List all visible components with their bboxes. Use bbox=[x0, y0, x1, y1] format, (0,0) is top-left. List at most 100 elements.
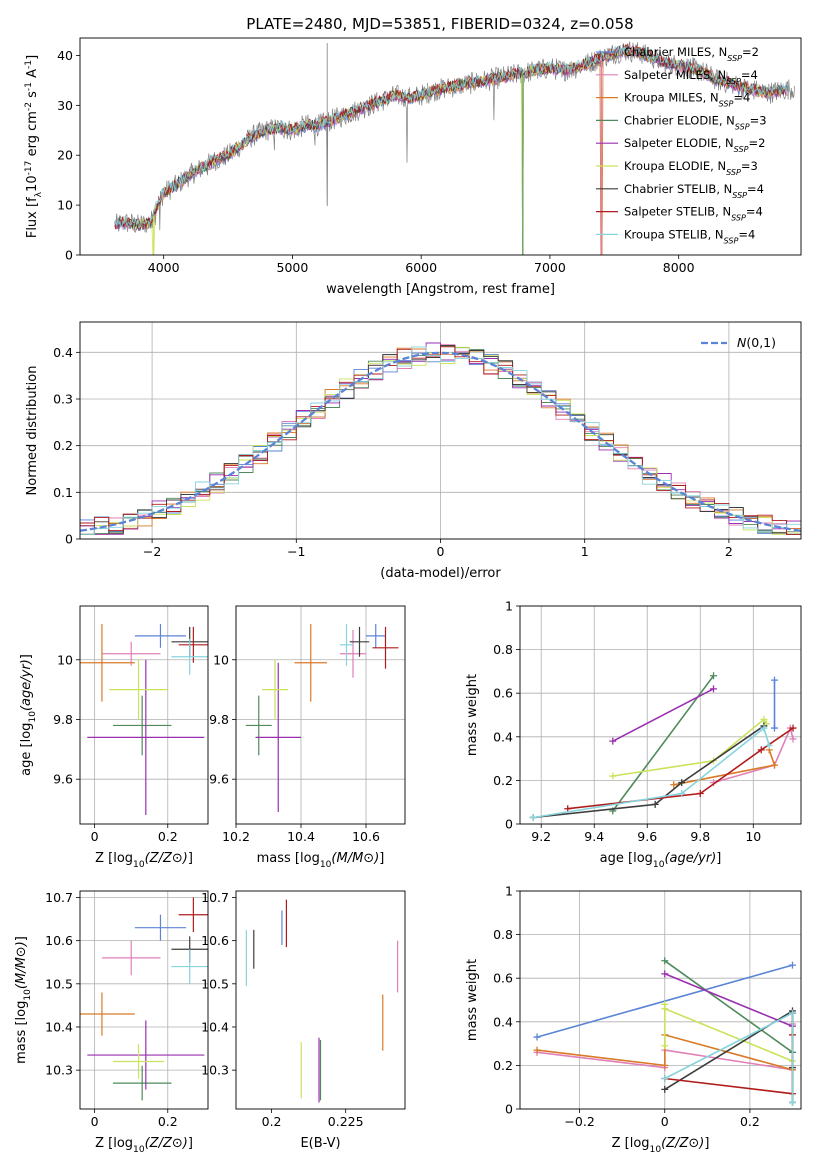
tick-label-y: 0.1 bbox=[53, 485, 73, 500]
tick-label-y: 0.2 bbox=[493, 773, 513, 788]
histogram-panel: −2 −1 0 1 2 0 0.1 0.2 0.3 0.4 (data-model)/error No… bbox=[25, 321, 802, 581]
reference-normal-curve bbox=[80, 351, 801, 532]
series-marker bbox=[661, 970, 669, 978]
series-line bbox=[664, 960, 793, 1053]
axes-frame bbox=[79, 890, 209, 1110]
legend-entry: Chabrier ELODIE, NSSP=3 bbox=[624, 113, 767, 130]
legend-entry: Kroupa ELODIE, NSSP=3 bbox=[624, 159, 758, 177]
axes-frame bbox=[235, 605, 406, 825]
legend-entry: Kroupa MILES, NSSP=4 bbox=[624, 91, 750, 109]
tick-label-x: 10.6 bbox=[352, 829, 380, 844]
axes-frame bbox=[79, 321, 802, 540]
tick-label-y: 40 bbox=[57, 48, 73, 63]
axes-frame bbox=[235, 890, 406, 1110]
tick-label-y: 0.3 bbox=[53, 392, 73, 407]
tick-label-x: 0 bbox=[91, 1114, 99, 1129]
series-marker bbox=[678, 789, 686, 797]
series-marker bbox=[678, 779, 686, 787]
mass-vs-metallicity-plot-area bbox=[80, 897, 208, 1101]
axes-frame bbox=[519, 890, 802, 1110]
series-marker bbox=[651, 800, 659, 808]
axis-label-x: age [log10(age/yr)] bbox=[600, 851, 722, 870]
tick-label-x: 0.2 bbox=[158, 1114, 178, 1129]
tick-label-x: 9.6 bbox=[637, 829, 657, 844]
panels: 4000 5000 6000 7000 8000010203040wavelength … bbox=[14, 37, 802, 1155]
series-marker bbox=[788, 961, 796, 969]
series-marker bbox=[789, 735, 797, 743]
series-marker bbox=[710, 685, 718, 693]
series-marker bbox=[710, 672, 718, 680]
series-marker bbox=[770, 724, 778, 732]
tick-label-y: 10.5 bbox=[201, 976, 229, 991]
series-marker bbox=[789, 724, 797, 732]
tick-label-x: 1 bbox=[581, 544, 589, 559]
mass-vs-metallicity-panel: 0 0.2 10.3 10.4 10.5 10.6 10.7 Z [log10(Z/Z⊙)] m… bbox=[14, 890, 209, 1155]
axis-label-x: mass [log10(M/M⊙)] bbox=[257, 851, 385, 870]
tick-label-y: 10.7 bbox=[45, 890, 73, 905]
tick-label-x: −2 bbox=[143, 544, 161, 559]
tick-label-x: 10.2 bbox=[222, 829, 250, 844]
series-marker bbox=[770, 761, 778, 769]
tick-label-x: 7000 bbox=[534, 260, 566, 275]
tick-label-y: 0 bbox=[505, 817, 513, 832]
series-marker bbox=[533, 1046, 541, 1054]
series-marker bbox=[770, 676, 778, 684]
tick-label-y: 0.6 bbox=[493, 686, 513, 701]
histogram-plot-area bbox=[80, 342, 801, 539]
tick-label-x: 10.4 bbox=[287, 829, 315, 844]
series-marker bbox=[529, 813, 537, 821]
series-marker bbox=[661, 1074, 669, 1082]
tick-label-y: 1 bbox=[505, 599, 513, 614]
tick-label-x: 0.2 bbox=[740, 1114, 760, 1129]
tick-label-y: 10.3 bbox=[201, 1063, 229, 1078]
series-marker bbox=[661, 957, 669, 965]
tick-label-y: 0.2 bbox=[493, 1058, 513, 1073]
legend-entry: Salpeter STELIB, NSSP=4 bbox=[624, 205, 763, 223]
series-marker bbox=[661, 1085, 669, 1093]
tick-label-x: 9.4 bbox=[584, 829, 604, 844]
tick-label-y: 0 bbox=[505, 1102, 513, 1117]
series-marker bbox=[564, 805, 572, 813]
tick-label-y: 0.4 bbox=[493, 1014, 513, 1029]
series-marker bbox=[788, 1009, 796, 1017]
series-marker bbox=[533, 1033, 541, 1041]
tick-label-y: 10 bbox=[213, 652, 229, 667]
series-line bbox=[536, 1033, 793, 1071]
spectrum-model-line bbox=[114, 44, 788, 229]
tick-label-y: 0.6 bbox=[493, 971, 513, 986]
tick-label-y: 10 bbox=[57, 198, 73, 213]
axes-frame bbox=[79, 37, 802, 256]
mass-vs-ebv-panel: 0.2 0.225 10.3 10.4 10.5 10.6 10.7 E(B-V) bbox=[201, 890, 406, 1151]
tick-label-y: 0 bbox=[65, 248, 73, 263]
figure-title: PLATE=2480, MJD=53851, FIBERID=0324, z=0… bbox=[246, 15, 633, 33]
legend-entry: Kroupa STELIB, NSSP=4 bbox=[624, 227, 755, 245]
axis-label-y: mass weight bbox=[465, 674, 480, 756]
tick-label-x: 4000 bbox=[148, 260, 180, 275]
tick-label-y: 10.4 bbox=[201, 1019, 229, 1034]
tick-label-y: 10.6 bbox=[45, 933, 73, 948]
axes-frame bbox=[519, 605, 802, 825]
tick-label-x: 0.2 bbox=[262, 1114, 282, 1129]
mass-weight-vs-metallicity-panel: −0.2 0 0.2 0 0.2 0.4 0.6 0.8 1 Z [log10(Z/Z⊙)] mas… bbox=[465, 884, 802, 1155]
tick-label-x: −1 bbox=[287, 544, 305, 559]
mass-weight-vs-metallicity-plot-area bbox=[533, 957, 796, 1106]
series-marker bbox=[661, 1042, 669, 1050]
tick-label-y: 10.4 bbox=[45, 1019, 73, 1034]
series-marker bbox=[661, 1005, 669, 1013]
axis-label-y: Flux [fλ10-17 erg cm-2 s-1 A-1] bbox=[24, 55, 44, 238]
tick-label-y: 30 bbox=[57, 98, 73, 113]
mass-weight-vs-age-panel: 9.2 9.4 9.6 9.8 10 0 0.2 0.4 0.6 0.8 1 age [log10(a… bbox=[465, 599, 802, 870]
tick-label-x: 6000 bbox=[405, 260, 437, 275]
tick-label-x: 8000 bbox=[663, 260, 695, 275]
axis-label-x: E(B-V) bbox=[300, 1136, 340, 1151]
series-line bbox=[533, 726, 770, 819]
tick-label-y: 9.6 bbox=[209, 772, 229, 787]
tick-label-y: 10.7 bbox=[201, 890, 229, 905]
tick-label-y: 0.8 bbox=[493, 927, 513, 942]
axis-label-y: Normed distribution bbox=[25, 366, 40, 496]
series-marker bbox=[609, 772, 617, 780]
age-vs-metallicity-panel: 0 0.2 9.6 9.8 10 Z [log10(Z/Z⊙)] age [log10(ag… bbox=[19, 605, 209, 870]
spectrum-panel: 4000 5000 6000 7000 8000 0 10 20 30 40 wavelength … bbox=[24, 37, 802, 297]
mass-weight-vs-age-plot-area bbox=[529, 672, 797, 821]
